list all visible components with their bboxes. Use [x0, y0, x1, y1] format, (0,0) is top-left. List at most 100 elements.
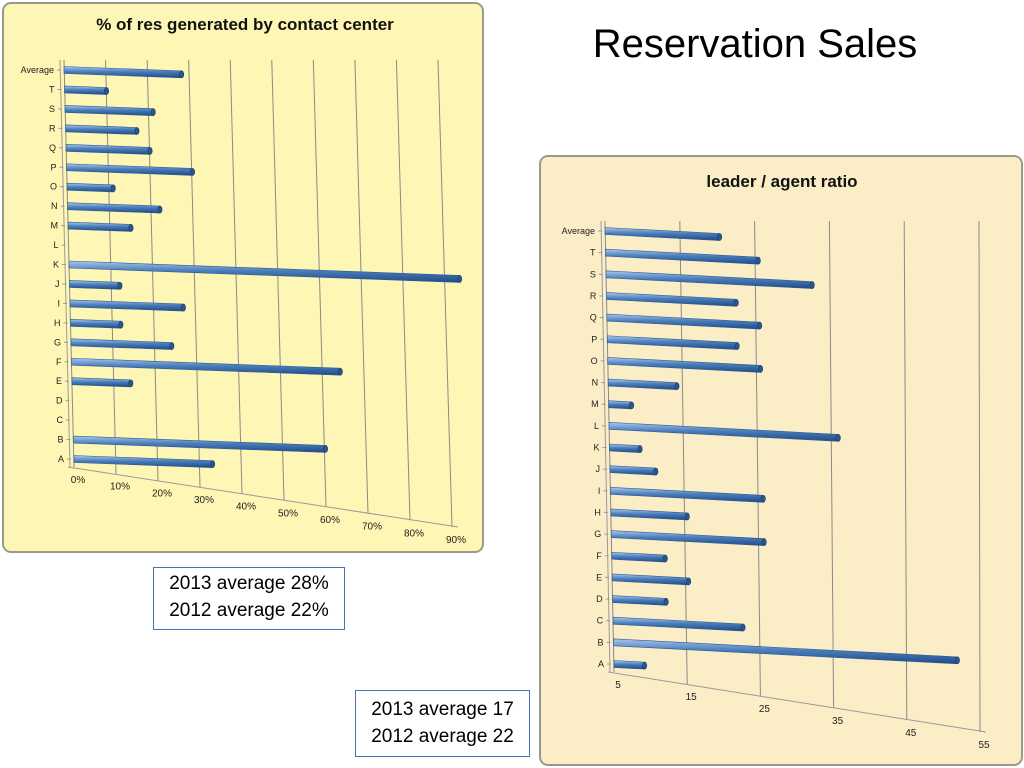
- category-label: I: [57, 298, 60, 308]
- bar: [606, 335, 738, 350]
- category-label: D: [596, 594, 603, 604]
- x-tick-label: 80%: [404, 528, 424, 539]
- bar-end-cap: [758, 365, 764, 373]
- x-tick-label: 30%: [194, 495, 214, 506]
- bar: [71, 357, 341, 376]
- bar-end-cap: [169, 342, 175, 350]
- chart-title: leader / agent ratio: [706, 172, 857, 191]
- bar: [612, 595, 667, 606]
- category-label: N: [592, 378, 599, 388]
- bar-end-cap: [104, 87, 110, 95]
- floor-line: [607, 671, 987, 733]
- bar: [65, 124, 138, 135]
- bar: [69, 299, 184, 312]
- category-label: Q: [49, 143, 56, 153]
- note-line: 2012 average 22%: [169, 600, 329, 621]
- category-label: M: [591, 399, 599, 409]
- x-tick-label: 10%: [110, 482, 130, 493]
- category-label: C: [597, 616, 604, 626]
- category-label: I: [598, 486, 601, 496]
- category-label: J: [55, 279, 60, 289]
- bar: [70, 338, 173, 350]
- bar-end-cap: [179, 70, 185, 79]
- bar: [606, 292, 737, 307]
- bar-end-cap: [637, 445, 643, 453]
- category-label: C: [57, 415, 64, 425]
- gridline: [271, 59, 285, 501]
- bar: [69, 280, 121, 290]
- category-label: E: [56, 376, 62, 386]
- bar: [605, 270, 813, 289]
- bar-end-cap: [684, 512, 690, 521]
- bar: [67, 202, 161, 214]
- category-label: B: [57, 435, 63, 445]
- chart-panel-leader-ratio: leader / agent ratio 5 15 25 35 45 55 A B C D E F G H I…: [539, 155, 1023, 766]
- bar-end-cap: [157, 205, 163, 214]
- bar-end-cap: [674, 382, 680, 390]
- bar: [605, 248, 759, 265]
- bar-end-cap: [662, 554, 668, 563]
- category-label: P: [591, 334, 597, 344]
- category-label: Average: [21, 65, 54, 75]
- bar: [607, 378, 678, 390]
- bar: [64, 105, 154, 116]
- bar-end-cap: [835, 434, 841, 442]
- gridline: [229, 59, 243, 494]
- floor-line: [67, 466, 459, 528]
- x-tick-label: 25: [759, 704, 771, 715]
- category-label: Average: [562, 226, 595, 236]
- bar: [609, 443, 641, 453]
- bar: [604, 227, 720, 241]
- bar: [610, 508, 688, 521]
- category-label: R: [49, 123, 56, 133]
- category-label: Q: [590, 313, 597, 323]
- gridline: [828, 220, 835, 709]
- category-label: S: [49, 104, 55, 114]
- bar-chart-leader-ratio: leader / agent ratio 5 15 25 35 45 55 A B C D E F G H I…: [562, 172, 990, 751]
- x-tick-label: 50%: [278, 508, 298, 519]
- bar-end-cap: [128, 379, 134, 388]
- category-label: H: [594, 507, 601, 517]
- bar-end-cap: [147, 147, 153, 155]
- bar-chart-res-percent: % of res generated by contact center 0% 10…: [21, 15, 466, 546]
- bar: [68, 260, 460, 283]
- bar-end-cap: [117, 282, 123, 290]
- category-label: R: [590, 291, 597, 301]
- x-tick-label: 15: [686, 692, 698, 703]
- x-tick-label: 90%: [446, 535, 466, 546]
- x-tick-label: 60%: [320, 515, 340, 526]
- category-label: H: [54, 318, 61, 328]
- bar: [611, 530, 765, 546]
- bar: [612, 616, 744, 632]
- category-label: A: [598, 659, 604, 669]
- bar-end-cap: [761, 538, 767, 546]
- category-label: F: [596, 551, 602, 561]
- bar: [608, 400, 632, 410]
- bar-end-cap: [809, 281, 815, 289]
- bar-end-cap: [337, 367, 343, 376]
- x-tick-label: 70%: [362, 522, 382, 533]
- chart-panel-res-percent: % of res generated by contact center 0% 10…: [2, 2, 484, 553]
- category-label: D: [56, 396, 63, 406]
- average-note-leader-ratio: 2013 average 17 2012 average 22: [355, 690, 530, 757]
- slide-title: Reservation Sales: [592, 22, 918, 66]
- note-line: 2013 average 17: [371, 699, 514, 720]
- bar: [610, 486, 764, 503]
- bar: [66, 182, 114, 193]
- category-label: K: [53, 260, 59, 270]
- bar-end-cap: [760, 494, 766, 503]
- bar-end-cap: [190, 168, 196, 176]
- category-label: G: [594, 529, 601, 539]
- bar: [613, 638, 958, 665]
- bar: [73, 455, 213, 468]
- bar: [606, 313, 760, 330]
- category-label: G: [54, 337, 61, 347]
- bar-end-cap: [134, 127, 140, 135]
- gridline: [903, 220, 908, 721]
- bar-end-cap: [757, 321, 763, 330]
- category-label: F: [56, 357, 62, 367]
- bar: [611, 573, 689, 586]
- category-label: L: [53, 240, 58, 250]
- category-label: T: [590, 248, 596, 258]
- bar-end-cap: [150, 108, 156, 116]
